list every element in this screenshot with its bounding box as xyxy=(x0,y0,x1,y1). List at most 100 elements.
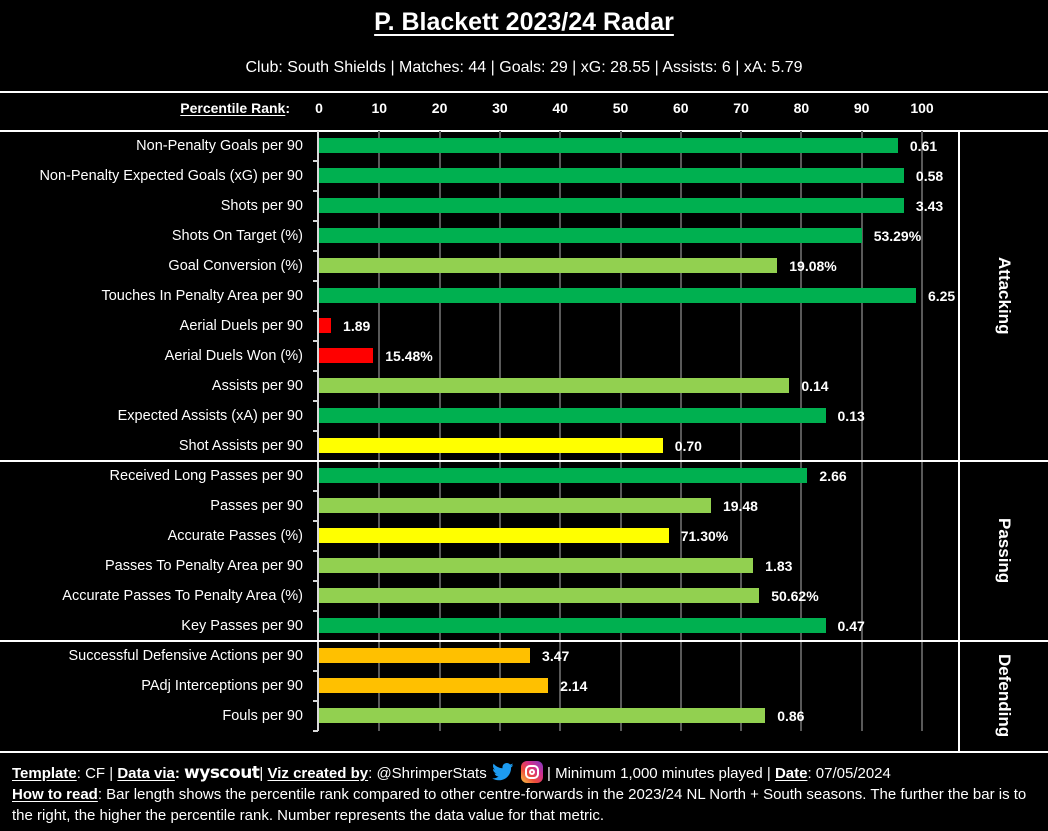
bar-value-label: 2.14 xyxy=(560,678,588,694)
bar-value-label: 0.58 xyxy=(915,168,944,184)
bar-label: Received Long Passes per 90 xyxy=(109,468,303,484)
instagram-icon[interactable] xyxy=(520,761,543,783)
section-label-text: Passing xyxy=(995,518,1014,584)
section-divider-vertical xyxy=(958,131,960,461)
bar-label: Goal Conversion (%) xyxy=(168,258,303,274)
gridline xyxy=(498,131,501,731)
y-tick xyxy=(313,700,318,702)
bar xyxy=(319,468,808,483)
bar-label: Accurate Passes To Penalty Area (%) xyxy=(62,588,303,604)
bar-value-label: 0.86 xyxy=(777,708,805,724)
bar xyxy=(319,648,531,663)
bar-value-label: 3.47 xyxy=(542,648,570,664)
bar xyxy=(319,228,862,243)
bar-label: Aerial Duels per 90 xyxy=(179,318,303,334)
bar-value-label: 2.66 xyxy=(819,468,847,484)
x-tick-label: 40 xyxy=(552,100,568,116)
y-tick xyxy=(313,520,318,522)
x-tick-label: 70 xyxy=(733,100,749,116)
template-value: : CF | xyxy=(76,765,118,782)
footer-how-to-read: How to read: Bar length shows the percen… xyxy=(12,784,1042,826)
bar-label: Assists per 90 xyxy=(211,378,303,394)
bar-value-label: 71.30% xyxy=(680,528,729,544)
bar-label: Fouls per 90 xyxy=(222,708,303,724)
chart-subtitle: Club: South Shields | Matches: 44 | Goal… xyxy=(245,59,803,76)
viz-label: Viz created by xyxy=(267,765,369,782)
footer-divider xyxy=(0,751,1048,753)
bar-value-label: 0.70 xyxy=(674,438,702,454)
data-via-label: Data via xyxy=(117,765,175,782)
y-tick xyxy=(313,160,318,162)
y-tick xyxy=(313,490,318,492)
x-tick-label: 50 xyxy=(612,100,629,116)
bar-label: Shots On Target (%) xyxy=(171,228,303,244)
bar xyxy=(319,438,663,453)
bar-label: Shot Assists per 90 xyxy=(178,438,303,454)
bar-label: Accurate Passes (%) xyxy=(167,528,303,544)
bar xyxy=(319,288,916,303)
bar-value-label: 50.62% xyxy=(771,588,819,604)
bar-value-label: 53.29% xyxy=(873,228,922,244)
x-axis-label: Percentile Rank: xyxy=(0,100,290,116)
bar-value-label: 1.89 xyxy=(343,318,371,334)
bar-value-label: 0.14 xyxy=(801,378,829,394)
y-tick xyxy=(313,190,318,192)
gridline xyxy=(619,131,622,731)
bar xyxy=(319,528,669,543)
bar xyxy=(319,408,826,423)
section-label: Passing xyxy=(960,461,1048,641)
header-divider xyxy=(0,91,1048,93)
bar-label: Non-Penalty Expected Goals (xG) per 90 xyxy=(39,168,303,184)
y-tick xyxy=(313,310,318,312)
bar-label: Aerial Duels Won (%) xyxy=(164,348,303,364)
bar-label: PAdj Interceptions per 90 xyxy=(141,678,303,694)
x-tick-label: 60 xyxy=(673,100,689,116)
y-tick xyxy=(313,670,318,672)
bar xyxy=(319,318,332,333)
y-tick xyxy=(313,250,318,252)
axis-divider xyxy=(0,130,1048,132)
bar xyxy=(319,618,826,633)
template-label: Template xyxy=(12,765,77,782)
x-axis-label-text: Percentile Rank xyxy=(180,100,286,116)
twitter-icon[interactable] xyxy=(491,763,515,781)
bar-label: Shots per 90 xyxy=(220,198,303,214)
date-label: Date xyxy=(774,765,808,782)
bar-value-label: 15.48% xyxy=(385,348,433,364)
bar xyxy=(319,708,766,723)
bar-label: Expected Assists (xA) per 90 xyxy=(117,408,303,424)
gridline xyxy=(921,131,923,731)
bar-label: Passes To Penalty Area per 90 xyxy=(104,558,303,574)
y-tick xyxy=(313,730,318,732)
section-label-text: Attacking xyxy=(995,257,1014,335)
section-label-text: Defending xyxy=(995,654,1014,738)
bar-value-label: 0.47 xyxy=(837,618,865,634)
y-tick xyxy=(313,370,318,372)
chart-title: P. Blackett 2023/24 Radar xyxy=(0,8,1048,37)
gridline xyxy=(800,131,803,731)
viz-value: : @ShrimperStats xyxy=(368,765,491,782)
bar xyxy=(319,558,754,573)
bar-value-label: 19.08% xyxy=(789,258,837,274)
section-divider-vertical xyxy=(958,641,960,751)
x-tick-label: 100 xyxy=(910,100,934,116)
date-value: : 07/05/2024 xyxy=(807,765,891,782)
bar-label: Non-Penalty Goals per 90 xyxy=(136,138,303,154)
bar xyxy=(319,498,711,513)
bar xyxy=(319,588,760,603)
bar-value-label: 3.43 xyxy=(915,198,944,214)
bar xyxy=(319,138,898,153)
y-tick xyxy=(313,340,318,342)
y-tick xyxy=(313,580,318,582)
y-tick xyxy=(313,400,318,402)
bar xyxy=(319,198,904,213)
bar xyxy=(319,168,904,183)
y-axis-line xyxy=(317,131,319,731)
y-tick xyxy=(313,610,318,612)
x-tick-label: 30 xyxy=(492,100,508,116)
x-tick-label: 80 xyxy=(793,100,810,116)
gridline xyxy=(860,131,863,731)
gridline xyxy=(378,131,381,731)
bar-label: Key Passes per 90 xyxy=(181,618,303,634)
section-divider xyxy=(0,460,1048,462)
